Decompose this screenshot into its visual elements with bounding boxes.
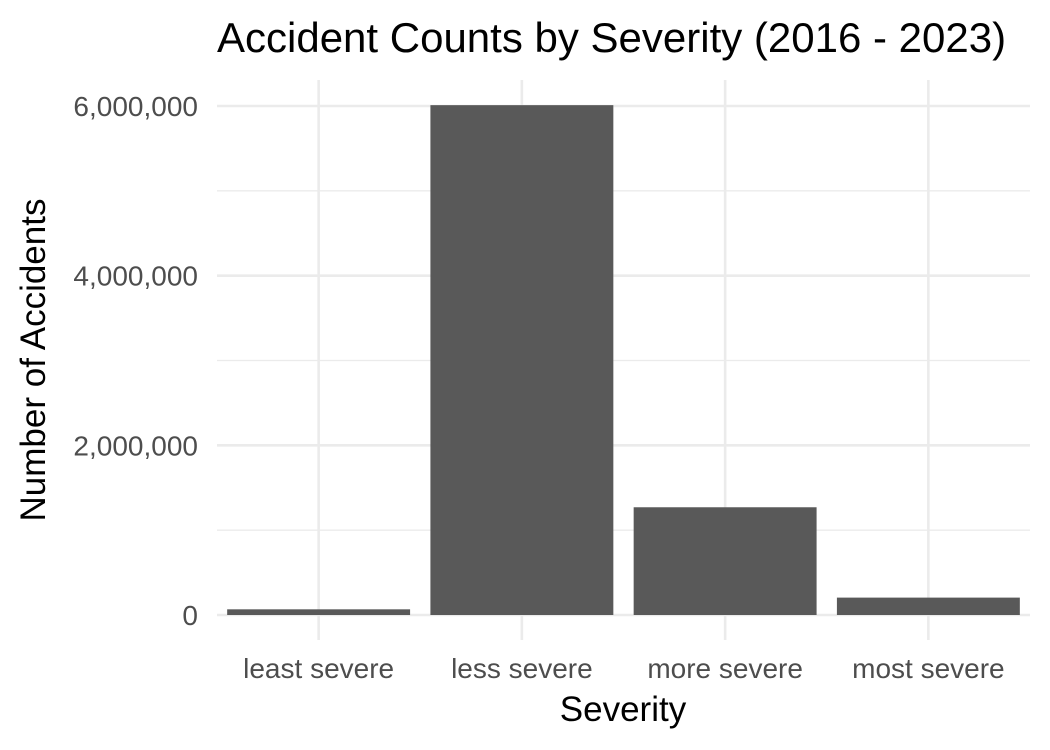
bar-less-severe	[430, 105, 614, 615]
x-tick-label: less severe	[451, 653, 593, 684]
chart-title: Accident Counts by Severity (2016 - 2023…	[217, 14, 1006, 61]
y-tick-label: 0	[182, 600, 198, 631]
y-tick-label: 2,000,000	[73, 430, 198, 461]
x-tick-label: least severe	[243, 653, 394, 684]
y-axis-title: Number of Accidents	[14, 199, 53, 522]
y-tick-label: 6,000,000	[73, 91, 198, 122]
x-axis-ticks: least severe less severe more severe most s…	[243, 653, 1004, 684]
bar-more-severe	[633, 507, 817, 615]
y-tick-label: 4,000,000	[73, 261, 198, 292]
x-tick-label: most severe	[852, 653, 1005, 684]
gridlines	[217, 80, 1030, 640]
x-tick-label: more severe	[647, 653, 803, 684]
bar-least-severe	[227, 609, 411, 615]
bars	[227, 105, 1020, 615]
bar-most-severe	[836, 597, 1020, 615]
x-axis-title: Severity	[560, 690, 687, 729]
y-axis-ticks: 0 2,000,000 4,000,000 6,000,000	[73, 91, 198, 631]
